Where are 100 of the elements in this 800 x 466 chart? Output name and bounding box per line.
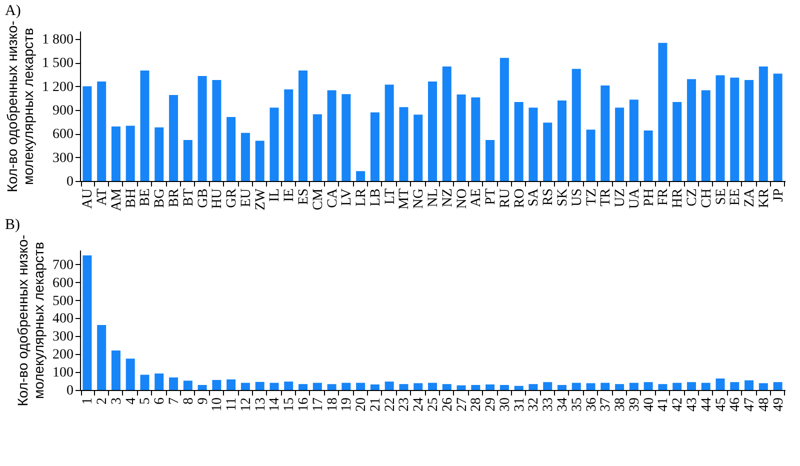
bar [384, 84, 394, 181]
x-tick-label: 34 [555, 398, 570, 412]
bar [514, 386, 524, 390]
bar [658, 42, 668, 181]
bar [126, 126, 135, 181]
y-axis-title: Кол-во одобренных низко- молекулярных лекарств [14, 234, 46, 406]
x-tick-label: BT [181, 188, 196, 206]
x-tick-label: 43 [684, 398, 700, 412]
bar [82, 86, 92, 181]
x-tick-label: 41 [656, 398, 672, 412]
bar [370, 384, 380, 390]
bar [486, 140, 495, 181]
x-tick-label: 33 [541, 398, 556, 412]
x-tick-label: RS [541, 188, 556, 206]
y-tick-label: 1 200 [42, 80, 74, 95]
bar [154, 127, 164, 181]
y-tick-label: 700 [52, 258, 74, 273]
bar [615, 384, 624, 390]
bar [327, 384, 336, 390]
bar [773, 382, 782, 390]
bar [428, 382, 437, 390]
bar [284, 382, 294, 390]
bar [140, 374, 150, 390]
bar [428, 82, 437, 181]
y-tick-label: 200 [52, 348, 74, 363]
x-tick-label: 13 [253, 398, 268, 412]
bar [514, 102, 524, 181]
x-tick-label: 38 [613, 398, 628, 412]
bar [183, 140, 192, 181]
bar [716, 378, 725, 390]
bar [327, 90, 336, 181]
bar [298, 384, 308, 390]
x-tick-label: AT [95, 188, 110, 206]
bar [111, 350, 120, 390]
y-tick-label: 900 [52, 103, 74, 118]
x-tick-label: 24 [412, 398, 427, 412]
bar [356, 171, 366, 181]
bar [126, 358, 135, 390]
bar [456, 385, 466, 390]
bar [342, 94, 351, 181]
x-tick-label: GR [224, 188, 240, 208]
x-tick-label: LT [382, 188, 398, 204]
x-tick-label: KR [756, 188, 772, 208]
bar [701, 90, 710, 181]
bar [169, 377, 178, 390]
bar [399, 384, 408, 390]
bar [111, 126, 120, 181]
y-axis-title: Кол-во одобренных низко- молекулярных лекарств [4, 20, 36, 192]
bar [298, 70, 308, 181]
x-tick-label: BG [152, 188, 168, 208]
x-tick-label: 40 [642, 398, 657, 412]
bar [471, 384, 480, 390]
x-tick-label: 25 [426, 398, 441, 412]
x-tick-label: PT [484, 188, 499, 205]
x-tick-label: LR [354, 188, 370, 206]
x-tick-label: 6 [152, 398, 168, 404]
x-tick-label: TZ [584, 188, 600, 206]
y-tick-label: 1 500 [42, 56, 74, 72]
bar [586, 383, 596, 390]
bar [82, 255, 92, 390]
bar [528, 108, 538, 181]
x-tick-label: 9 [196, 398, 211, 404]
x-tick-label: EU [238, 188, 254, 208]
chart-title: B) [5, 217, 20, 234]
bar [629, 382, 638, 390]
bar [744, 80, 754, 181]
y-tick-label: 300 [52, 330, 74, 345]
bar [240, 382, 250, 390]
x-tick-label: BH [124, 188, 139, 208]
bar [240, 132, 250, 181]
x-tick-label: FR [656, 188, 672, 206]
bar [615, 108, 624, 181]
bar [270, 382, 279, 390]
bar [528, 384, 538, 390]
y-tick-label: 0 [66, 174, 74, 190]
x-tick-label: SA [526, 188, 542, 206]
bar [414, 383, 423, 390]
x-tick-label: 14 [268, 398, 283, 412]
bar [572, 382, 581, 390]
x-tick-label: BR [167, 188, 182, 208]
x-tick-label: 44 [699, 398, 714, 412]
bar [140, 70, 150, 181]
x-tick-label: NL [426, 188, 441, 208]
bar [169, 94, 178, 181]
bar [414, 114, 423, 181]
x-tick-label: JP [771, 188, 786, 202]
x-tick-label: 42 [670, 398, 686, 412]
x-tick-label: 23 [397, 398, 412, 412]
x-tick-label: 29 [484, 398, 499, 412]
y-tick-label: 100 [52, 366, 74, 381]
bar [744, 380, 754, 390]
bar [543, 122, 552, 181]
x-tick-label: LB [368, 188, 384, 206]
x-tick-label: 7 [167, 398, 182, 404]
bar [644, 130, 653, 181]
x-tick-label: 20 [354, 398, 370, 412]
x-tick-label: NG [412, 188, 427, 209]
x-tick-label: CA [325, 188, 340, 208]
bar [686, 79, 696, 181]
x-tick-label: UZ [613, 188, 628, 208]
